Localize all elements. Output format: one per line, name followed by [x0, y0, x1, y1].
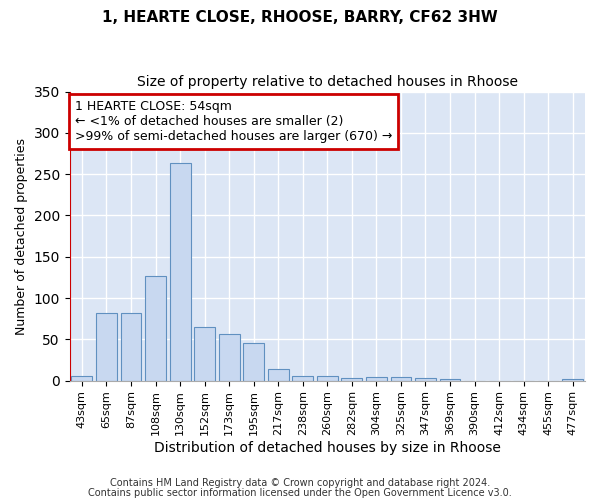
Text: Contains HM Land Registry data © Crown copyright and database right 2024.: Contains HM Land Registry data © Crown c…: [110, 478, 490, 488]
Bar: [243, 344, 264, 380]
Bar: [562, 379, 583, 380]
Title: Size of property relative to detached houses in Rhoose: Size of property relative to detached ho…: [137, 75, 518, 89]
Bar: [219, 334, 239, 380]
Y-axis label: Number of detached properties: Number of detached properties: [15, 138, 28, 334]
Bar: [366, 378, 387, 380]
Bar: [71, 376, 92, 380]
Bar: [292, 376, 313, 380]
Bar: [440, 379, 460, 380]
Text: Contains public sector information licensed under the Open Government Licence v3: Contains public sector information licen…: [88, 488, 512, 498]
Bar: [341, 378, 362, 380]
Bar: [96, 313, 117, 380]
Bar: [121, 313, 142, 380]
X-axis label: Distribution of detached houses by size in Rhoose: Distribution of detached houses by size …: [154, 441, 501, 455]
Bar: [391, 378, 412, 380]
Text: 1 HEARTE CLOSE: 54sqm
← <1% of detached houses are smaller (2)
>99% of semi-deta: 1 HEARTE CLOSE: 54sqm ← <1% of detached …: [75, 100, 392, 143]
Bar: [145, 276, 166, 380]
Text: 1, HEARTE CLOSE, RHOOSE, BARRY, CF62 3HW: 1, HEARTE CLOSE, RHOOSE, BARRY, CF62 3HW: [102, 10, 498, 25]
Bar: [268, 369, 289, 380]
Bar: [415, 378, 436, 380]
Bar: [317, 376, 338, 380]
Bar: [170, 164, 191, 380]
Bar: [194, 327, 215, 380]
